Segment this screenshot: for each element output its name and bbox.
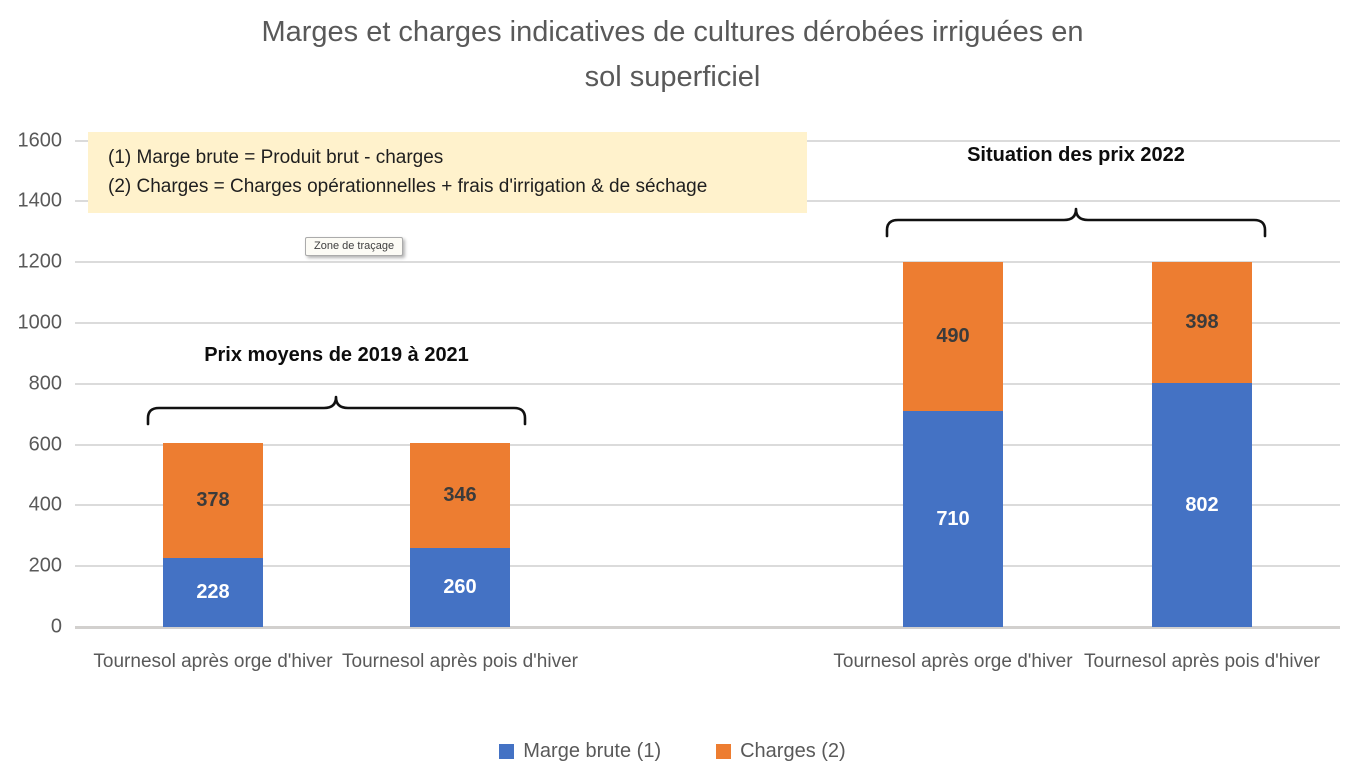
y-axis-tick-label: 1200 xyxy=(17,250,63,273)
bar-segment-charges-2--cat1[interactable]: 346 xyxy=(410,442,510,548)
x-axis-category-label: Tournesol après pois d'hiver xyxy=(342,651,578,672)
bar-segment-charges-2--cat3[interactable]: 398 xyxy=(1152,262,1252,384)
gridline-1200 xyxy=(75,261,1340,264)
plot-area-tooltip: Zone de traçage xyxy=(305,237,404,256)
y-axis-tick-label: 400 xyxy=(28,493,62,516)
legend-label: Charges (2) xyxy=(740,740,846,762)
bar-segment-marge-brute-1--cat1[interactable]: 260 xyxy=(410,547,510,627)
note-box: (1) Marge brute = Produit brut - charges… xyxy=(88,132,807,213)
chart-title-line-1: Marges et charges indicatives de culture… xyxy=(261,16,1084,48)
bar-value-label: 398 xyxy=(1185,311,1219,334)
x-axis-category-label: Tournesol après orge d'hiver xyxy=(833,651,1073,672)
legend-label: Marge brute (1) xyxy=(523,740,662,762)
bar-segment-charges-2--cat2[interactable]: 490 xyxy=(903,262,1003,412)
y-axis-tick-label: 800 xyxy=(28,372,62,395)
bar-value-label: 490 xyxy=(936,325,970,348)
chart-title: Marges et charges indicatives de culture… xyxy=(0,10,1345,100)
gridline-400 xyxy=(75,504,1340,507)
bar-value-label: 346 xyxy=(443,483,477,506)
group-label-left: Prix moyens de 2019 à 2021 xyxy=(204,344,469,366)
x-axis-category-label: Tournesol après pois d'hiver xyxy=(1084,651,1320,672)
bar-segment-marge-brute-1--cat3[interactable]: 802 xyxy=(1152,383,1252,627)
legend-item-marge-brute-1-[interactable]: Marge brute (1) xyxy=(499,740,661,763)
y-axis-tick-label: 0 xyxy=(50,615,62,638)
group-label-right: Situation des prix 2022 xyxy=(967,144,1185,166)
bar-value-label: 378 xyxy=(196,488,230,511)
y-axis-tick-label: 1600 xyxy=(17,129,63,151)
legend-item-charges-2-[interactable]: Charges (2) xyxy=(716,740,846,763)
gridline-1000 xyxy=(75,321,1340,324)
y-axis-tick-label: 200 xyxy=(28,554,62,577)
bar-value-label: 710 xyxy=(936,507,970,530)
gridline-800 xyxy=(75,382,1340,385)
bar-segment-marge-brute-1--cat2[interactable]: 710 xyxy=(903,411,1003,627)
y-axis-tick-label: 1400 xyxy=(17,189,63,212)
note-line-1: (1) Marge brute = Produit brut - charges xyxy=(108,147,444,168)
y-axis-tick-label: 600 xyxy=(28,433,62,456)
curly-brace-left-icon xyxy=(146,395,527,426)
chart-title-line-2: sol superficiel xyxy=(584,61,761,93)
legend-swatch-icon xyxy=(499,744,515,759)
curly-brace-right-icon xyxy=(885,207,1267,238)
gridline-0 xyxy=(75,626,1340,629)
bar-value-label: 802 xyxy=(1185,493,1219,516)
y-axis-tick-label: 1000 xyxy=(17,311,63,334)
gridline-200 xyxy=(75,565,1340,568)
bar-value-label: 228 xyxy=(196,580,230,603)
bar-segment-marge-brute-1--cat0[interactable]: 228 xyxy=(163,557,263,627)
bar-value-label: 260 xyxy=(443,575,477,598)
legend-swatch-icon xyxy=(716,744,732,759)
chart-legend: Marge brute (1) Charges (2) xyxy=(0,740,1345,763)
gridline-600 xyxy=(75,443,1340,446)
note-line-2: (2) Charges = Charges opérationnelles + … xyxy=(108,176,708,197)
bar-segment-charges-2--cat0[interactable]: 378 xyxy=(163,442,263,558)
x-axis-category-label: Tournesol après orge d'hiver xyxy=(93,651,333,672)
